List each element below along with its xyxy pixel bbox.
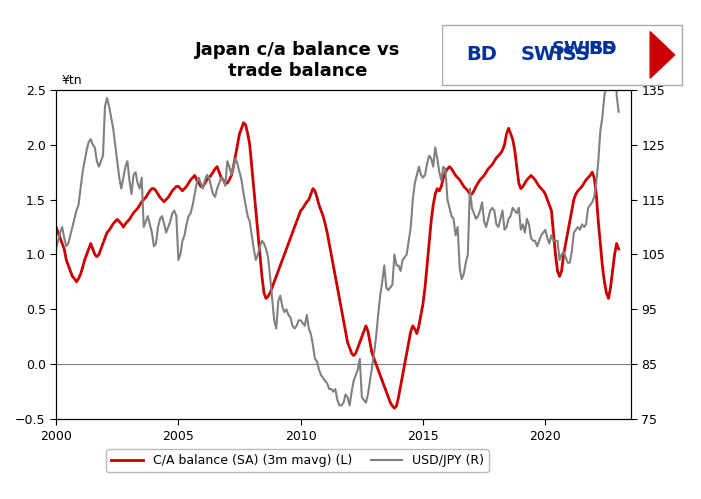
Text: SWISS: SWISS [520,45,590,64]
Title: Japan c/a balance vs
trade balance: Japan c/a balance vs trade balance [195,41,400,80]
Text: SWISS: SWISS [552,40,617,58]
Legend: C/A balance (SA) (3m mavg) (L), USD/JPY (R): C/A balance (SA) (3m mavg) (L), USD/JPY … [107,449,489,472]
Text: ¥tn: ¥tn [62,73,83,86]
Text: BD: BD [588,40,617,58]
Text: BD: BD [466,45,497,64]
Polygon shape [651,31,675,78]
FancyBboxPatch shape [442,24,682,85]
